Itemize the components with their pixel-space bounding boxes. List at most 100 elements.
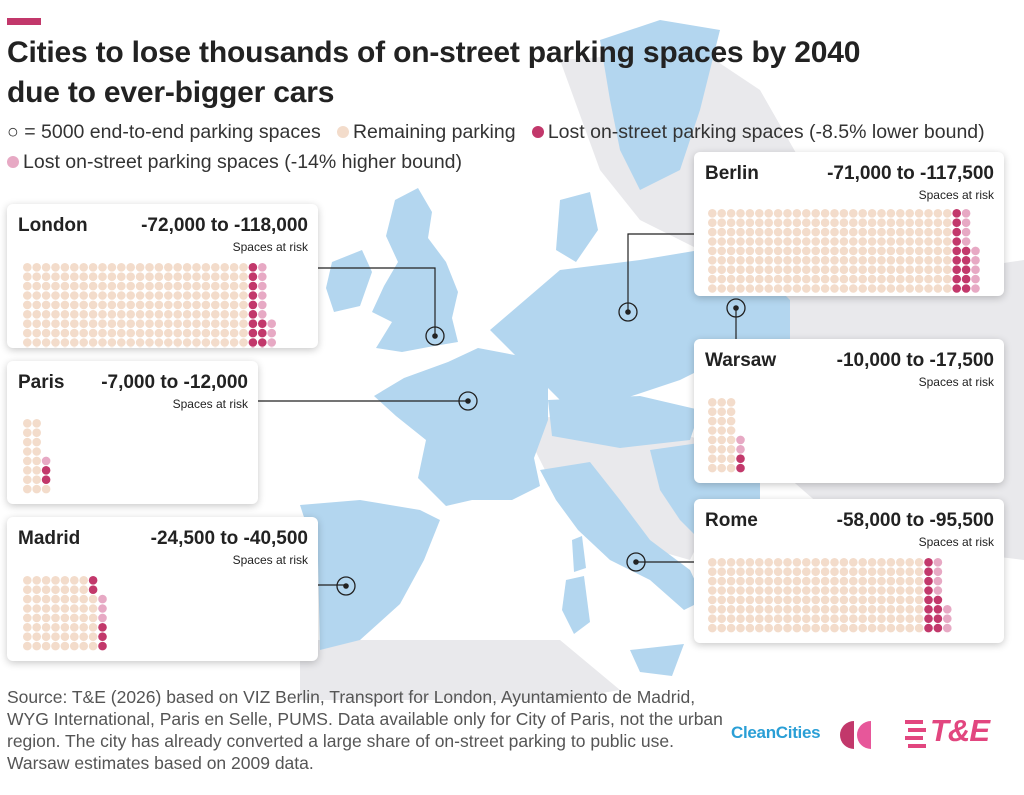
waffle-dot-remaining — [708, 605, 717, 614]
waffle-dot-remaining — [914, 218, 924, 227]
waffle-dot-lost-higher — [961, 237, 971, 246]
waffle-dot-remaining — [905, 567, 914, 576]
waffle-dot-remaining — [182, 272, 192, 281]
waffle-dot-remaining — [943, 265, 952, 274]
waffle-dot-remaining — [745, 209, 755, 218]
waffle-dot-remaining — [32, 263, 41, 272]
waffle-dot-remaining — [877, 576, 886, 586]
waffle-dot-remaining — [41, 641, 51, 651]
waffle-dot-remaining — [755, 218, 764, 227]
waffle-dot-remaining — [905, 237, 914, 246]
waffle-dot-lost-lower — [258, 328, 267, 338]
waffle-dot-remaining — [70, 641, 79, 651]
waffle-dot-remaining — [849, 218, 858, 227]
waffle-dot-lost-lower — [933, 605, 943, 614]
waffle-dot-remaining — [858, 605, 867, 614]
unit-label-london: Spaces at risk — [232, 240, 308, 254]
waffle-dot-remaining — [783, 274, 792, 284]
waffle-dot-remaining — [914, 595, 924, 605]
waffle-dot-remaining — [886, 605, 896, 614]
waffle-dot-remaining — [783, 218, 792, 227]
waffle-dot-remaining — [802, 227, 811, 237]
waffle-dot-lost-lower — [952, 274, 961, 284]
waffle-dot-remaining — [886, 218, 896, 227]
waffle-dot-remaining — [886, 246, 896, 256]
waffle-dot-remaining — [88, 319, 98, 328]
waffle-dot-remaining — [896, 284, 905, 293]
waffle-madrid — [23, 576, 107, 651]
waffle-dot-remaining — [41, 576, 51, 585]
waffle-dot-remaining — [773, 558, 783, 567]
waffle-dot-remaining — [79, 641, 88, 651]
waffle-dot-remaining — [764, 558, 773, 567]
waffle-dot-remaining — [820, 218, 830, 227]
waffle-dot-remaining — [51, 338, 60, 347]
waffle-dot-remaining — [717, 274, 726, 284]
waffle-dot-remaining — [41, 338, 51, 347]
waffle-dot-remaining — [154, 328, 164, 338]
waffle-dot-remaining — [830, 284, 839, 293]
waffle-dot-remaining — [802, 256, 811, 265]
waffle-dot-remaining — [839, 237, 849, 246]
waffle-dot-remaining — [726, 218, 736, 227]
waffle-dot-remaining — [23, 437, 32, 447]
waffle-dot-remaining — [792, 567, 802, 576]
waffle-dot-remaining — [802, 595, 811, 605]
waffle-dot-remaining — [88, 272, 98, 281]
waffle-dot-remaining — [107, 263, 117, 272]
waffle-dot-remaining — [867, 586, 877, 595]
range-london: -72,000 to -118,000 — [141, 215, 308, 236]
waffle-dot-remaining — [717, 567, 726, 576]
waffle-dot-remaining — [820, 265, 830, 274]
waffle-dot-remaining — [708, 435, 717, 445]
waffle-dot-remaining — [811, 614, 820, 623]
waffle-dot-remaining — [717, 218, 726, 227]
waffle-dot-remaining — [764, 576, 773, 586]
waffle-london — [23, 263, 277, 348]
waffle-dot-remaining — [924, 265, 933, 274]
waffle-dot-remaining — [32, 437, 41, 447]
waffle-dot-remaining — [201, 281, 211, 291]
waffle-dot-lost-lower — [248, 272, 258, 281]
waffle-dot-remaining — [23, 300, 32, 310]
waffle-dot-remaining — [877, 623, 886, 633]
waffle-dot-remaining — [717, 623, 726, 633]
waffle-dot-remaining — [858, 218, 867, 227]
waffle-dot-remaining — [905, 623, 914, 633]
waffle-dot-remaining — [717, 407, 726, 416]
legend-remaining-label: Remaining parking — [352, 121, 516, 143]
waffle-dot-remaining — [924, 237, 933, 246]
marker-madrid — [336, 576, 356, 596]
city-name-berlin: Berlin — [705, 163, 759, 184]
waffle-dot-remaining — [708, 218, 717, 227]
waffle-dot-remaining — [220, 300, 229, 310]
waffle-dot-remaining — [98, 319, 107, 328]
waffle-dot-remaining — [914, 209, 924, 218]
waffle-dot-remaining — [914, 274, 924, 284]
waffle-dot-remaining — [239, 328, 248, 338]
waffle-dot-remaining — [60, 585, 70, 594]
waffle-dot-remaining — [229, 338, 239, 347]
waffle-dot-remaining — [830, 567, 839, 576]
waffle-dot-remaining — [820, 567, 830, 576]
waffle-dot-remaining — [173, 291, 182, 300]
waffle-dot-remaining — [708, 614, 717, 623]
waffle-dot-remaining — [755, 265, 764, 274]
waffle-dot-remaining — [708, 463, 717, 473]
waffle-dot-remaining — [32, 310, 41, 319]
waffle-dot-remaining — [23, 447, 32, 456]
waffle-dot-remaining — [914, 605, 924, 614]
waffle-dot-lost-lower — [41, 466, 51, 475]
waffle-dot-remaining — [849, 265, 858, 274]
waffle-dot-remaining — [98, 263, 107, 272]
waffle-dot-remaining — [943, 246, 952, 256]
waffle-dot-remaining — [802, 274, 811, 284]
waffle-dot-remaining — [792, 256, 802, 265]
waffle-dot-remaining — [117, 263, 126, 272]
waffle-dot-remaining — [23, 272, 32, 281]
waffle-dot-remaining — [773, 586, 783, 595]
waffle-dot-remaining — [182, 310, 192, 319]
waffle-dot-remaining — [773, 237, 783, 246]
waffle-dot-remaining — [773, 227, 783, 237]
waffle-dot-remaining — [182, 319, 192, 328]
